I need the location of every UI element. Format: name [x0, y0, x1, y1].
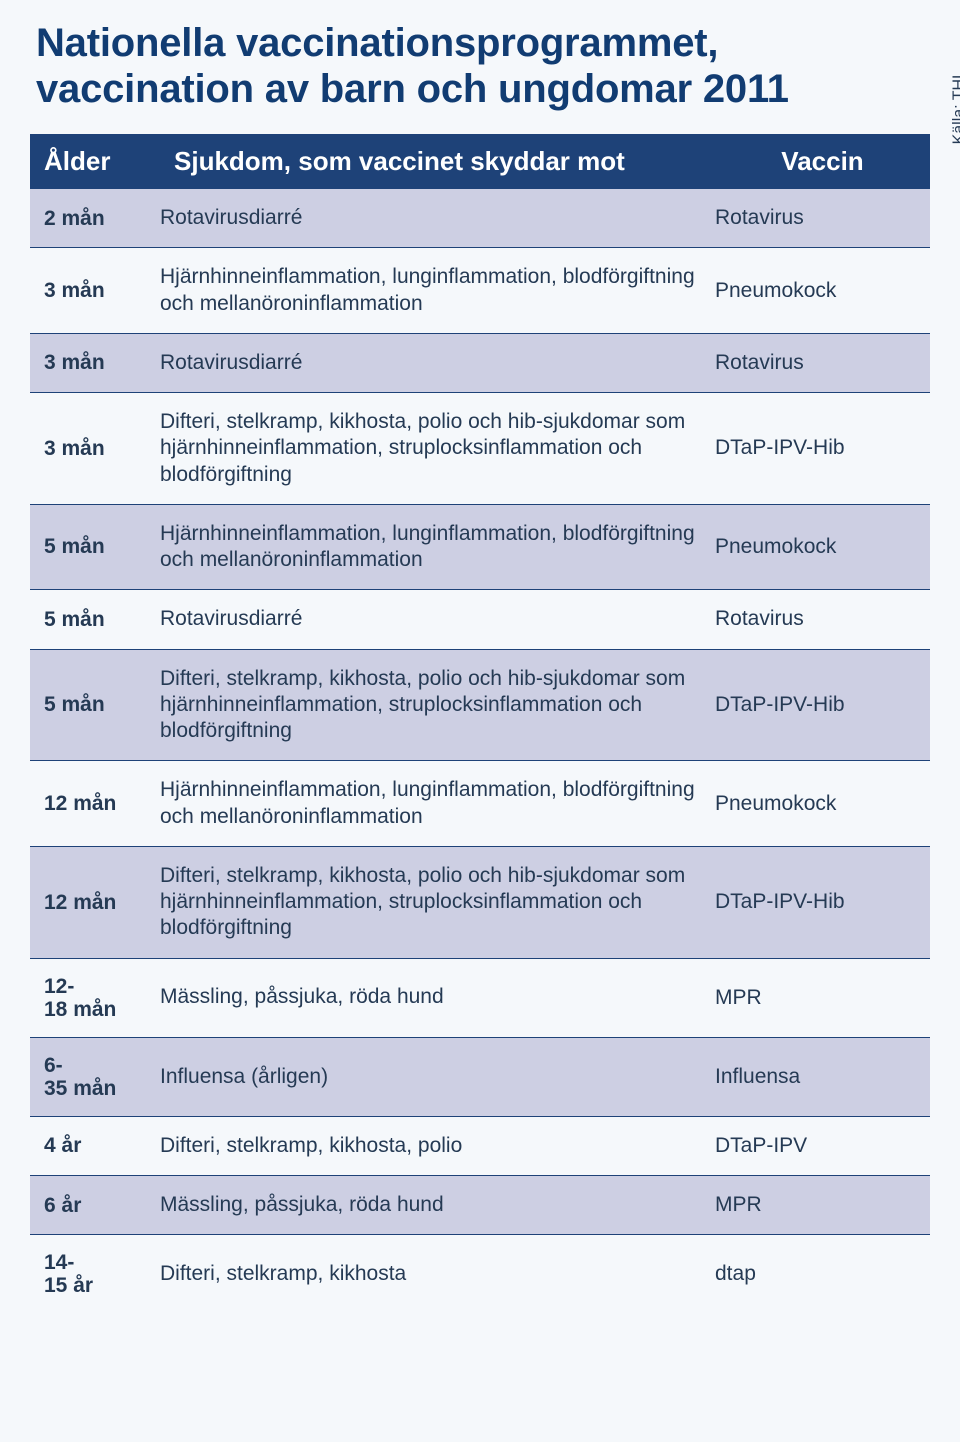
cell-vaccine: MPR — [715, 958, 930, 1037]
cell-age: 3 mån — [30, 333, 160, 392]
cell-vaccine: DTaP-IPV-Hib — [715, 846, 930, 958]
col-header-age: Ålder — [30, 134, 160, 189]
col-header-vaccine: Vaccin — [715, 134, 930, 189]
cell-age: 12 mån — [30, 761, 160, 847]
cell-disease: Difteri, stelkramp, kikhosta, polio och … — [160, 846, 715, 958]
cell-age: 5 mån — [30, 504, 160, 590]
table-row: 5 månRotavirusdiarréRotavirus — [30, 590, 930, 649]
cell-disease: Difteri, stelkramp, kikhosta, polio — [160, 1116, 715, 1175]
cell-vaccine: Pneumokock — [715, 504, 930, 590]
table-row: 5 månHjärnhinneinflammation, lunginflamm… — [30, 504, 930, 590]
cell-disease: Hjärnhinneinflammation, lunginflammation… — [160, 504, 715, 590]
cell-age: 6 år — [30, 1176, 160, 1235]
cell-vaccine: DTaP-IPV — [715, 1116, 930, 1175]
table-row: 4 årDifteri, stelkramp, kikhosta, polioD… — [30, 1116, 930, 1175]
cell-disease: Difteri, stelkramp, kikhosta, polio och … — [160, 649, 715, 761]
page-title: Nationella vaccinationsprogrammet, vacci… — [36, 20, 890, 112]
cell-age: 3 mån — [30, 393, 160, 505]
cell-disease: Rotavirusdiarré — [160, 333, 715, 392]
cell-vaccine: Rotavirus — [715, 590, 930, 649]
table-row: 14-15 årDifteri, stelkramp, kikhostadtap — [30, 1235, 930, 1314]
table-row: 3 månHjärnhinneinflammation, lunginflamm… — [30, 248, 930, 334]
table-row: 3 månDifteri, stelkramp, kikhosta, polio… — [30, 393, 930, 505]
cell-age: 6-35 mån — [30, 1037, 160, 1116]
table-row: 2 månRotavirusdiarréRotavirus — [30, 189, 930, 248]
cell-disease: Mässling, påssjuka, röda hund — [160, 958, 715, 1037]
cell-vaccine: MPR — [715, 1176, 930, 1235]
cell-age: 2 mån — [30, 189, 160, 248]
cell-vaccine: dtap — [715, 1235, 930, 1314]
cell-disease: Influensa (årligen) — [160, 1037, 715, 1116]
cell-age: 4 år — [30, 1116, 160, 1175]
cell-disease: Hjärnhinneinflammation, lunginflammation… — [160, 761, 715, 847]
cell-vaccine: DTaP-IPV-Hib — [715, 393, 930, 505]
table-row: 12-18 månMässling, påssjuka, röda hundMP… — [30, 958, 930, 1037]
col-header-disease: Sjukdom, som vaccinet skyddar mot — [160, 134, 715, 189]
cell-age: 12-18 mån — [30, 958, 160, 1037]
cell-age: 12 mån — [30, 846, 160, 958]
cell-vaccine: Pneumokock — [715, 761, 930, 847]
table-header-row: Ålder Sjukdom, som vaccinet skyddar mot … — [30, 134, 930, 189]
table-row: 12 månDifteri, stelkramp, kikhosta, poli… — [30, 846, 930, 958]
cell-age: 5 mån — [30, 590, 160, 649]
table-row: 6 årMässling, påssjuka, röda hundMPR — [30, 1176, 930, 1235]
cell-vaccine: DTaP-IPV-Hib — [715, 649, 930, 761]
cell-disease: Difteri, stelkramp, kikhosta — [160, 1235, 715, 1314]
cell-vaccine: Rotavirus — [715, 333, 930, 392]
cell-disease: Difteri, stelkramp, kikhosta, polio och … — [160, 393, 715, 505]
table-body: 2 månRotavirusdiarréRotavirus3 månHjärnh… — [30, 189, 930, 1314]
cell-vaccine: Pneumokock — [715, 248, 930, 334]
table-row: 12 månHjärnhinneinflammation, lunginflam… — [30, 761, 930, 847]
table-row: 3 månRotavirusdiarréRotavirus — [30, 333, 930, 392]
table-row: 5 månDifteri, stelkramp, kikhosta, polio… — [30, 649, 930, 761]
cell-disease: Rotavirusdiarré — [160, 189, 715, 248]
vaccination-schedule-table: Ålder Sjukdom, som vaccinet skyddar mot … — [30, 134, 930, 1314]
cell-disease: Rotavirusdiarré — [160, 590, 715, 649]
source-credit: Källa: THL — [950, 70, 960, 144]
cell-disease: Hjärnhinneinflammation, lunginflammation… — [160, 248, 715, 334]
cell-vaccine: Rotavirus — [715, 189, 930, 248]
cell-disease: Mässling, påssjuka, röda hund — [160, 1176, 715, 1235]
cell-age: 3 mån — [30, 248, 160, 334]
cell-age: 14-15 år — [30, 1235, 160, 1314]
table-row: 6-35 månInfluensa (årligen)Influensa — [30, 1037, 930, 1116]
cell-age: 5 mån — [30, 649, 160, 761]
cell-vaccine: Influensa — [715, 1037, 930, 1116]
